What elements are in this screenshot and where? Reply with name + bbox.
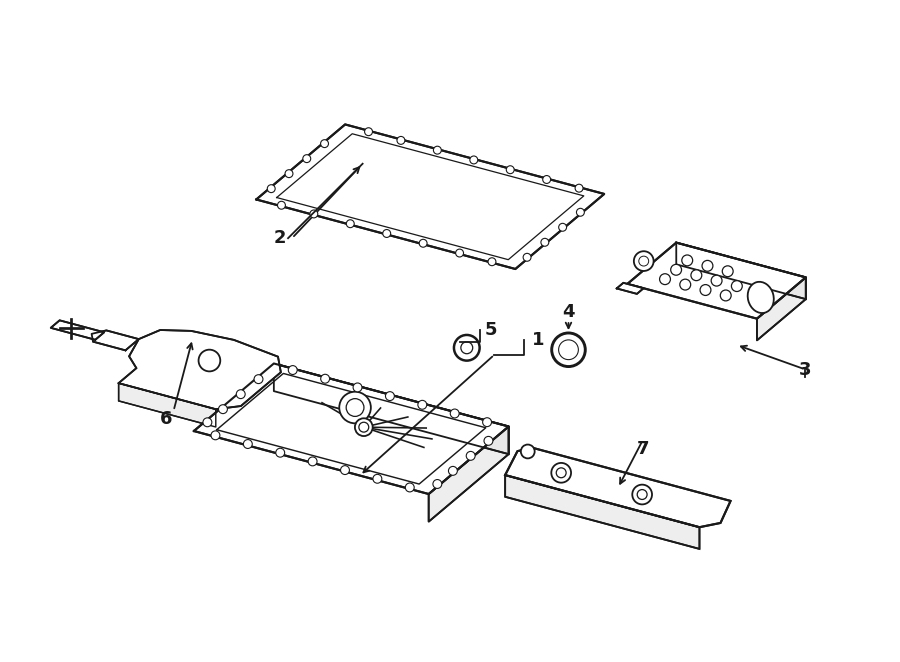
Circle shape <box>302 155 310 163</box>
Polygon shape <box>505 475 699 549</box>
Circle shape <box>556 468 566 478</box>
Circle shape <box>637 490 647 499</box>
Polygon shape <box>676 243 806 299</box>
Circle shape <box>633 485 652 504</box>
Circle shape <box>355 418 373 436</box>
Circle shape <box>346 399 364 416</box>
Circle shape <box>575 184 583 192</box>
Circle shape <box>455 249 464 257</box>
Circle shape <box>700 285 711 295</box>
Circle shape <box>660 273 670 285</box>
Circle shape <box>541 238 549 246</box>
Circle shape <box>203 418 212 427</box>
Circle shape <box>448 467 457 475</box>
Circle shape <box>488 258 496 265</box>
Circle shape <box>711 275 722 286</box>
Circle shape <box>320 140 328 148</box>
Circle shape <box>320 374 329 383</box>
Circle shape <box>288 365 297 375</box>
Circle shape <box>720 290 731 301</box>
Circle shape <box>285 169 292 177</box>
Circle shape <box>484 436 493 446</box>
Circle shape <box>639 256 649 266</box>
Circle shape <box>237 390 245 399</box>
Circle shape <box>353 383 362 392</box>
Circle shape <box>340 465 349 475</box>
Circle shape <box>308 457 317 466</box>
Circle shape <box>418 401 427 409</box>
Circle shape <box>682 255 693 266</box>
Circle shape <box>702 260 713 271</box>
Circle shape <box>732 281 742 291</box>
Circle shape <box>482 418 491 426</box>
Circle shape <box>199 350 220 371</box>
Circle shape <box>364 128 373 136</box>
Circle shape <box>450 409 459 418</box>
Polygon shape <box>92 330 139 350</box>
Circle shape <box>310 210 318 218</box>
Circle shape <box>254 375 263 383</box>
Circle shape <box>634 251 653 271</box>
Circle shape <box>277 201 285 209</box>
Circle shape <box>359 422 369 432</box>
Circle shape <box>461 342 472 354</box>
Polygon shape <box>616 283 643 294</box>
Circle shape <box>346 220 355 228</box>
Circle shape <box>433 479 442 489</box>
Circle shape <box>339 392 371 423</box>
Text: 6: 6 <box>159 410 172 428</box>
Circle shape <box>691 270 702 281</box>
Polygon shape <box>627 243 806 318</box>
Circle shape <box>723 266 734 277</box>
Polygon shape <box>194 363 508 494</box>
Circle shape <box>219 404 228 414</box>
Text: 5: 5 <box>484 321 497 339</box>
Circle shape <box>211 431 220 440</box>
Text: 4: 4 <box>562 303 575 321</box>
Circle shape <box>523 254 531 261</box>
Circle shape <box>385 392 394 401</box>
Circle shape <box>397 136 405 144</box>
Circle shape <box>373 475 382 483</box>
Circle shape <box>507 166 514 173</box>
Circle shape <box>267 185 275 193</box>
Polygon shape <box>50 320 104 340</box>
Circle shape <box>680 279 690 290</box>
Circle shape <box>405 483 414 492</box>
Polygon shape <box>119 330 281 409</box>
Circle shape <box>382 230 391 238</box>
Circle shape <box>434 146 441 154</box>
Circle shape <box>419 239 428 247</box>
Circle shape <box>470 156 478 164</box>
Circle shape <box>275 448 284 457</box>
Polygon shape <box>256 124 604 269</box>
Text: 7: 7 <box>636 440 649 457</box>
Circle shape <box>576 209 584 216</box>
Circle shape <box>559 340 579 359</box>
Text: 1: 1 <box>532 331 544 349</box>
Polygon shape <box>428 426 508 522</box>
Circle shape <box>552 333 585 367</box>
Polygon shape <box>757 277 806 340</box>
Circle shape <box>670 264 681 275</box>
Ellipse shape <box>748 282 774 313</box>
Polygon shape <box>119 383 216 427</box>
Circle shape <box>243 440 252 448</box>
Circle shape <box>543 175 551 183</box>
Polygon shape <box>505 448 731 527</box>
Circle shape <box>521 445 535 458</box>
Text: 3: 3 <box>799 361 812 379</box>
Circle shape <box>559 223 567 231</box>
Circle shape <box>466 451 475 460</box>
Polygon shape <box>274 363 508 454</box>
Circle shape <box>454 335 480 361</box>
Text: 2: 2 <box>274 229 286 247</box>
Circle shape <box>552 463 572 483</box>
